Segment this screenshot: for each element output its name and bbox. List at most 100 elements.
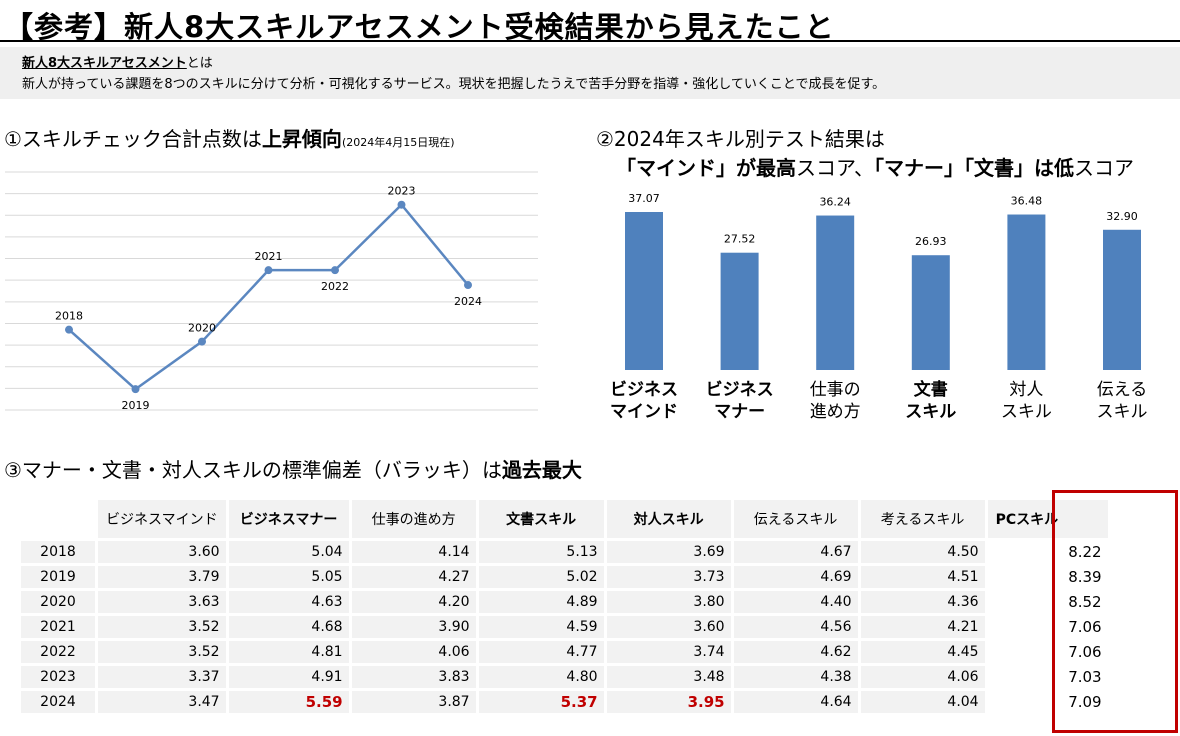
table-cell: 3.52 [98,641,226,663]
bar-3 [911,255,950,370]
table-cell: 4.14 [351,541,476,563]
section2-emphasis-low: 低 [1054,156,1074,180]
table-body: 2018 3.60 5.04 4.14 5.13 3.69 4.67 4.50 8.22 2019… [21,541,1108,713]
table-cell: 3.60 [98,541,226,563]
x-label-2020: 2020 [188,322,216,335]
data-point-2018 [65,325,73,334]
table-cell: 4.91 [228,666,349,688]
bar-value-label-4: 36.48 [1011,195,1043,208]
table-cell: 4.20 [351,591,476,613]
table-cell: 4.38 [733,666,858,688]
section2-text-ga: が [736,156,756,180]
table-cell: 4.68 [228,616,349,638]
data-point-2020 [198,337,206,346]
table-cell: 3.90 [351,616,476,638]
bar-value-label-3: 26.93 [915,235,947,248]
section3-mid: 標準偏差（バラッキ） [281,458,482,482]
table-cell: 3.47 [98,691,226,713]
section2-emphasis-highest: 最高 [756,156,796,180]
row-year: 2023 [21,666,95,688]
data-point-2021 [264,266,273,275]
column-header: PCスキル [987,500,1108,538]
table-cell: 7.03 [987,666,1108,688]
section3-heading: ③マナー・文書・対人スキルの標準偏差（バラッキ）は過去最大 [4,454,582,483]
data-point-2019 [131,385,140,394]
table-cell: 8.22 [987,541,1108,563]
table-header-row: ビジネスマインド ビジネスマナー 仕事の進め方 文書スキル 対人スキル 伝えるスキル 考える… [21,500,1108,538]
bar-5 [1103,229,1141,370]
table-cell: 4.89 [478,591,604,613]
x-label-2024: 2024 [454,295,482,308]
data-point-2023 [397,200,406,209]
data-point-2024 [464,281,472,290]
column-header: ビジネスマナー [228,500,349,538]
table-cell: 4.77 [478,641,604,663]
x-label-2023: 2023 [388,185,416,198]
table-cell: 4.80 [478,666,604,688]
table-cell: 5.59 [228,691,349,713]
table-cell: 5.05 [228,566,349,588]
category-label-4-0: 対人 [1009,380,1043,400]
row-year: 2022 [21,641,95,663]
table-cell: 4.56 [733,616,858,638]
category-label-5-0: 伝える [1097,380,1148,400]
table-cell: 3.52 [98,616,226,638]
table-cell: 4.45 [860,641,985,663]
table-cell: 3.74 [606,641,731,663]
table-row: 2019 3.79 5.05 4.27 5.02 3.73 4.69 4.51 8.39 [21,566,1108,588]
table-cell: 7.06 [987,641,1108,663]
table-cell: 3.60 [606,616,731,638]
table-cell: 7.06 [987,616,1108,638]
table-row: 2021 3.52 4.68 3.90 4.59 3.60 4.56 4.21 7.06 [21,616,1108,638]
x-label-2019: 2019 [122,399,150,412]
section2-quote-mind: 「マインド」 [616,156,736,180]
table-cell: 4.59 [478,616,604,638]
table-row: 2023 3.37 4.91 3.83 4.80 3.48 4.38 4.06 7.03 [21,666,1108,688]
bar-value-label-1: 27.52 [724,233,756,246]
table-row: 2020 3.63 4.63 4.20 4.89 3.80 4.40 4.36 8.52 [21,591,1108,613]
table-cell: 5.02 [478,566,604,588]
category-label-2-0: 仕事の [810,380,861,400]
pc-skill-highlight-box [1052,490,1178,733]
table-cell: 3.87 [351,691,476,713]
table-cell: 3.69 [606,541,731,563]
table-cell: 4.81 [228,641,349,663]
std-deviation-table: ビジネスマインド ビジネスマナー 仕事の進め方 文書スキル 対人スキル 伝えるスキル 考える… [18,497,1111,716]
bar-0 [625,212,663,370]
table-cell: 8.39 [987,566,1108,588]
bar-1 [720,252,759,370]
table-cell: 4.64 [733,691,858,713]
table-cell: 4.06 [351,641,476,663]
category-label-5-1: スキル [1097,402,1148,422]
section2-text-score2: スコア [1074,156,1134,180]
section1-date-note: (2024年4月15日現在) [341,136,455,149]
table-cell: 5.04 [228,541,349,563]
bar-4 [1007,214,1046,370]
table-cell: 3.83 [351,666,476,688]
column-header: 伝えるスキル [733,500,858,538]
table-cell: 7.09 [987,691,1108,713]
column-header: 文書スキル [478,500,604,538]
table-cell: 8.52 [987,591,1108,613]
x-label-2022: 2022 [321,280,349,293]
section3-emphasis: 過去最大 [501,458,582,482]
category-label-1-0: ビジネス [706,380,774,400]
intro-heading: 新人8大スキルアセスメントとは [22,52,213,71]
table-cell: 4.69 [733,566,858,588]
x-label-2021: 2021 [255,250,283,263]
section2-heading-line2: 「マインド」が最高スコア、「マナー」「文書」は低スコア [616,152,1134,181]
table-cell: 5.37 [478,691,604,713]
intro-service-name: 新人8大スキルアセスメント [22,56,187,71]
skill-score-bar-chart: 37.07 ビジネスマインド 27.52 ビジネスマナー 36.24 仕事の進め方 26.9… [610,192,1148,422]
table-cell: 4.51 [860,566,985,588]
table-cell: 5.13 [478,541,604,563]
section3-prefix: ③マナー・文書・対人スキルの [4,458,282,482]
category-label-3-1: スキル [905,402,956,422]
table-cell: 3.80 [606,591,731,613]
section2-quote-manner-doc: 「マナー」「文書」 [874,156,1034,180]
bar-value-label-0: 37.07 [628,192,660,205]
series-line [68,202,469,391]
row-year: 2019 [21,566,95,588]
x-label-2018: 2018 [55,310,83,323]
table-cell: 4.27 [351,566,476,588]
